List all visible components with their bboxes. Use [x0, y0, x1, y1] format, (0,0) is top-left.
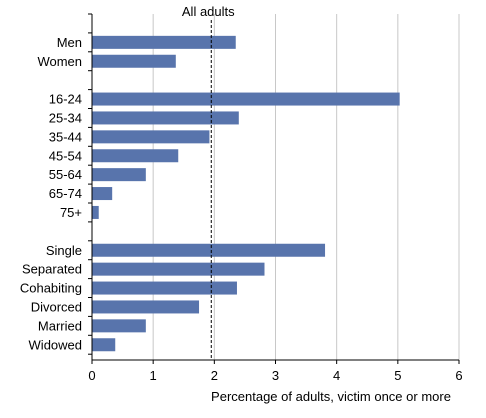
- bar-men: [92, 35, 236, 49]
- category-label-65-74: 65-74: [49, 186, 82, 201]
- category-labels: Men Women 16-24 25-34 35-44 45-54 55-64 65-74 75…: [20, 35, 82, 352]
- bar-55-64: [92, 168, 146, 182]
- category-label-divorced: Divorced: [31, 299, 82, 314]
- axes: [88, 13, 460, 364]
- category-label-married: Married: [38, 318, 82, 333]
- bar-cohabiting: [92, 281, 237, 295]
- bar-65-74: [92, 187, 113, 201]
- category-label-women: Women: [37, 54, 82, 69]
- bar-single: [92, 243, 326, 257]
- x-tick-label-5: 5: [394, 368, 401, 383]
- category-label-widowed: Widowed: [29, 337, 82, 352]
- bars: [92, 35, 400, 352]
- bar-widowed: [92, 338, 116, 352]
- bar-separated: [92, 262, 265, 276]
- category-label-35-44: 35-44: [49, 129, 82, 144]
- bar-16-24: [92, 92, 400, 106]
- x-tick-label-1: 1: [150, 368, 157, 383]
- category-label-55-64: 55-64: [49, 167, 82, 182]
- category-label-single: Single: [46, 243, 82, 258]
- x-tick-label-3: 3: [272, 368, 279, 383]
- x-tick-label-0: 0: [88, 368, 95, 383]
- gridlines: [152, 14, 460, 360]
- bar-75: [92, 205, 99, 219]
- x-tick-label-4: 4: [333, 368, 340, 383]
- reference-line-group: All adults: [182, 4, 235, 360]
- x-tick-label-2: 2: [211, 368, 218, 383]
- category-label-25-34: 25-34: [49, 110, 82, 125]
- bar-women: [92, 54, 176, 68]
- bar-25-34: [92, 111, 239, 125]
- x-tick-labels: 0 1 2 3 4 5 6: [88, 368, 462, 383]
- reference-line-label: All adults: [182, 4, 235, 19]
- x-tick-label-6: 6: [455, 368, 462, 383]
- category-label-45-54: 45-54: [49, 148, 82, 163]
- bar-35-44: [92, 130, 210, 144]
- x-axis-title: Percentage of adults, victim once or mor…: [211, 389, 451, 404]
- bar-divorced: [92, 300, 200, 314]
- category-label-16-24: 16-24: [49, 92, 82, 107]
- category-label-separated: Separated: [22, 262, 82, 277]
- category-label-cohabiting: Cohabiting: [20, 281, 82, 296]
- bar-45-54: [92, 149, 179, 163]
- category-label-75: 75+: [60, 205, 82, 220]
- bar-married: [92, 319, 146, 333]
- category-label-men: Men: [57, 35, 82, 50]
